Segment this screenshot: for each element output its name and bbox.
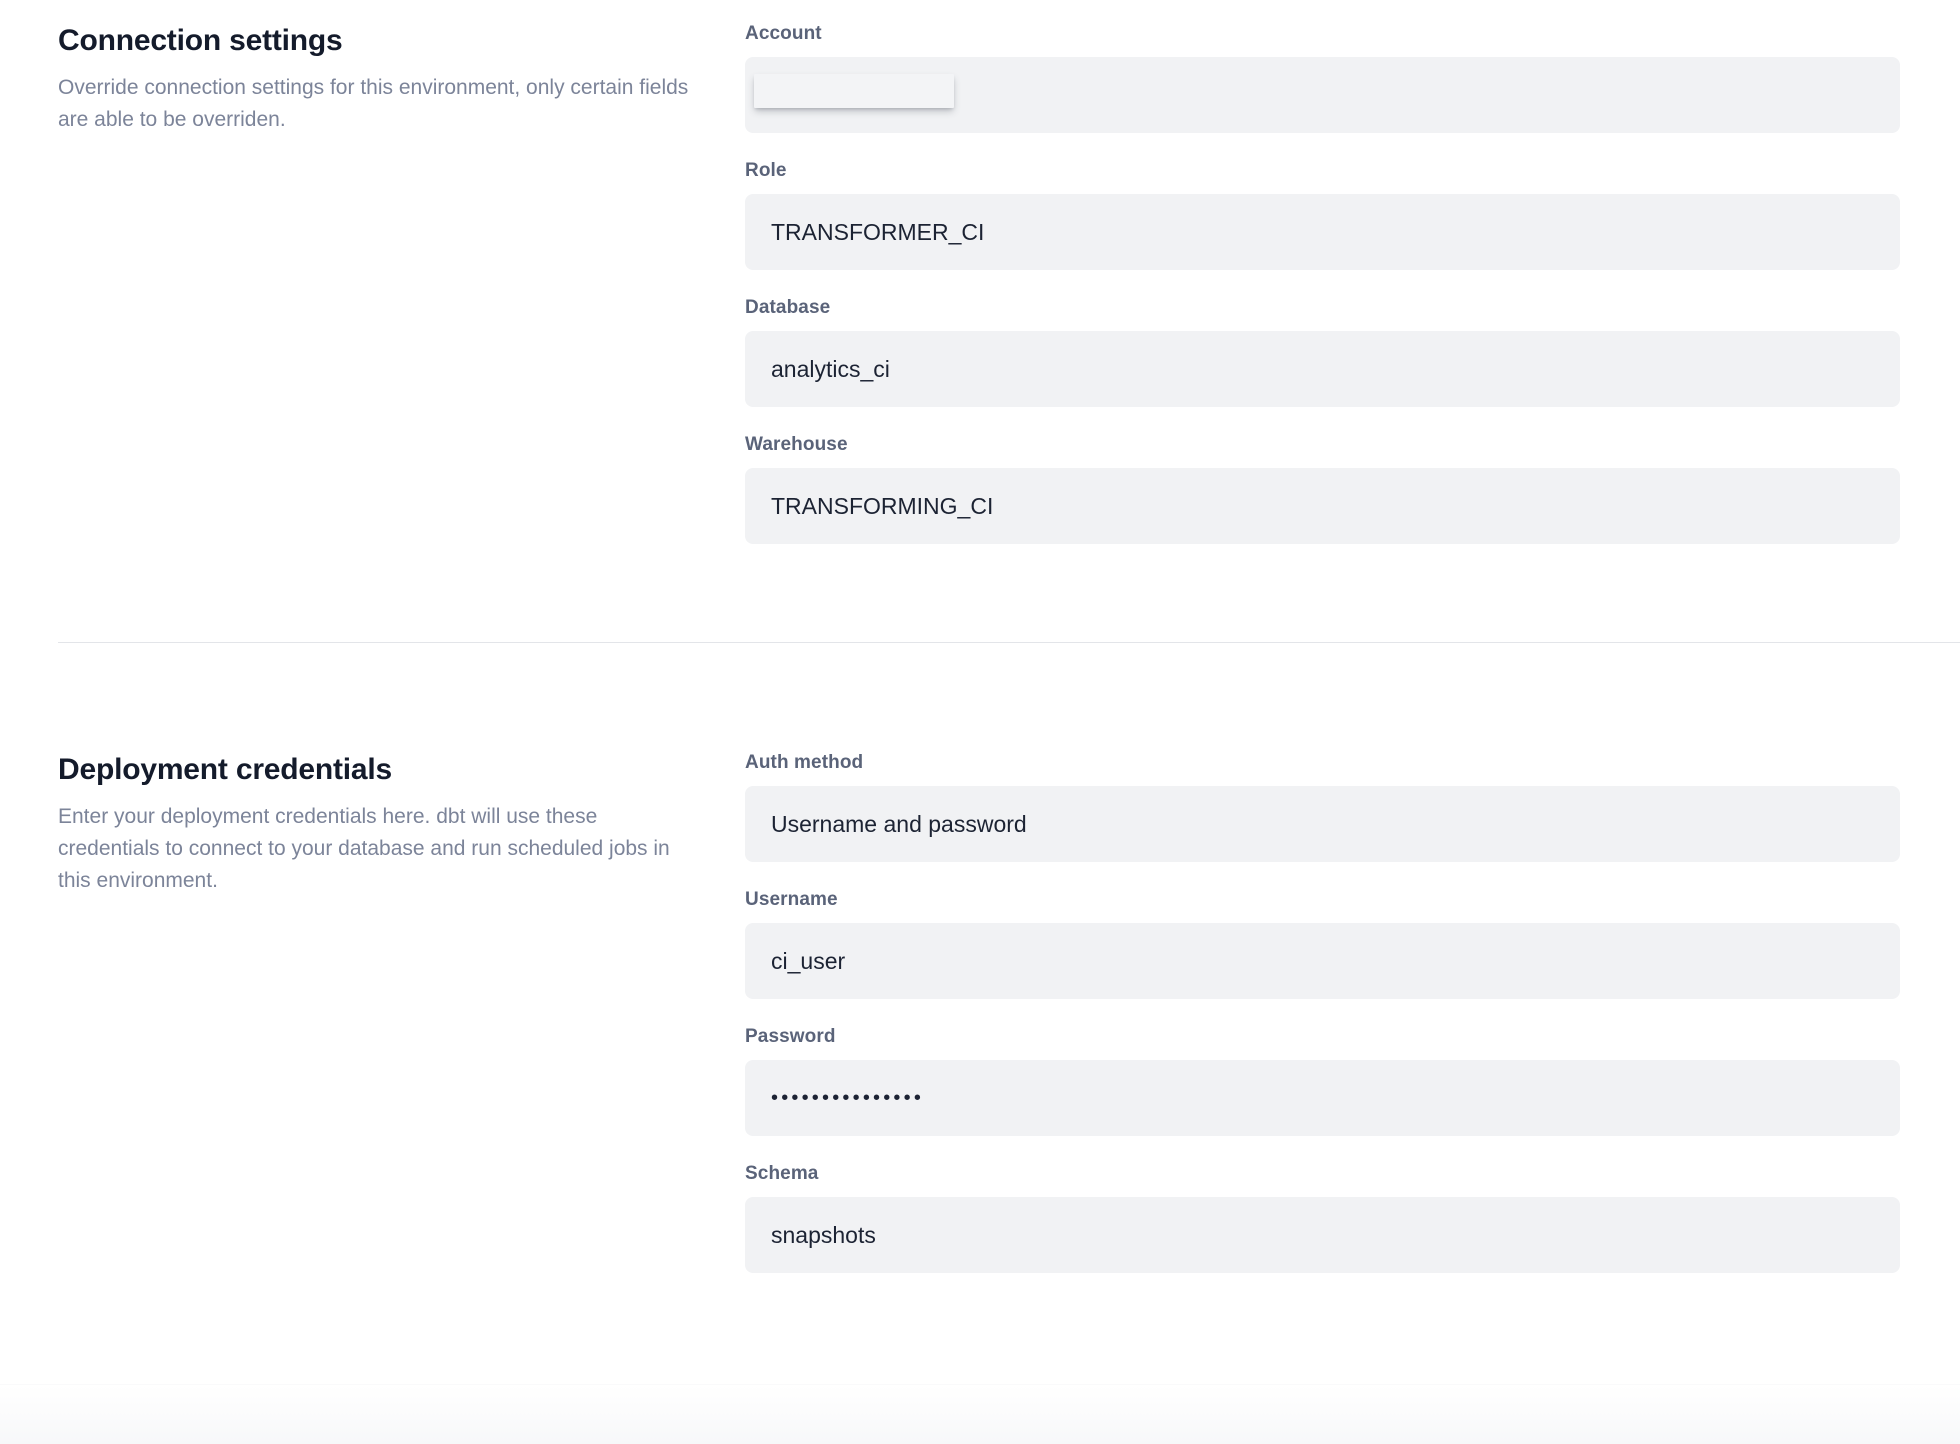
auth-method-input[interactable]: Username and password [745, 786, 1900, 862]
field-label-auth-method: Auth method [745, 752, 864, 773]
field-database: Database analytics_ci [745, 296, 1900, 407]
connection-settings-info: Connection settings Override connection … [58, 22, 745, 136]
section-divider [58, 642, 1960, 643]
field-account: Account [745, 22, 1900, 133]
field-role: Role TRANSFORMER_CI [745, 159, 1900, 270]
field-label-account: Account [745, 23, 822, 44]
field-label-database: Database [745, 297, 831, 318]
account-input[interactable] [745, 57, 1900, 133]
username-input[interactable]: ci_user [745, 923, 1900, 999]
connection-settings-description: Override connection settings for this en… [58, 76, 689, 131]
field-label-username: Username [745, 889, 838, 910]
password-input[interactable]: ••••••••••••••• [745, 1060, 1900, 1136]
deployment-credentials-description: Enter your deployment credentials here. … [58, 805, 670, 892]
warehouse-input[interactable]: TRANSFORMING_CI [745, 468, 1900, 544]
connection-settings-title: Connection settings [58, 24, 343, 57]
field-label-role: Role [745, 160, 787, 181]
deployment-credentials-form: Auth method Username and password Userna… [745, 751, 1900, 1273]
deployment-credentials-info: Deployment credentials Enter your deploy… [58, 751, 745, 897]
deployment-credentials-section: Deployment credentials Enter your deploy… [0, 751, 1960, 1273]
role-input[interactable]: TRANSFORMER_CI [745, 194, 1900, 270]
connection-settings-form: Account Role TRANSFORMER_CI Database ana… [745, 22, 1900, 544]
deployment-credentials-title: Deployment credentials [58, 753, 393, 786]
database-input[interactable]: analytics_ci [745, 331, 1900, 407]
field-label-warehouse: Warehouse [745, 434, 848, 455]
field-label-schema: Schema [745, 1163, 819, 1184]
field-username: Username ci_user [745, 888, 1900, 999]
field-auth-method: Auth method Username and password [745, 751, 1900, 862]
footer-band [0, 1384, 1960, 1444]
account-redaction-overlay [754, 74, 954, 108]
field-schema: Schema snapshots [745, 1162, 1900, 1273]
connection-settings-section: Connection settings Override connection … [0, 22, 1960, 544]
schema-input[interactable]: snapshots [745, 1197, 1900, 1273]
password-masked-value: ••••••••••••••• [771, 1087, 925, 1109]
field-warehouse: Warehouse TRANSFORMING_CI [745, 433, 1900, 544]
field-label-password: Password [745, 1026, 836, 1047]
field-password: Password ••••••••••••••• [745, 1025, 1900, 1136]
